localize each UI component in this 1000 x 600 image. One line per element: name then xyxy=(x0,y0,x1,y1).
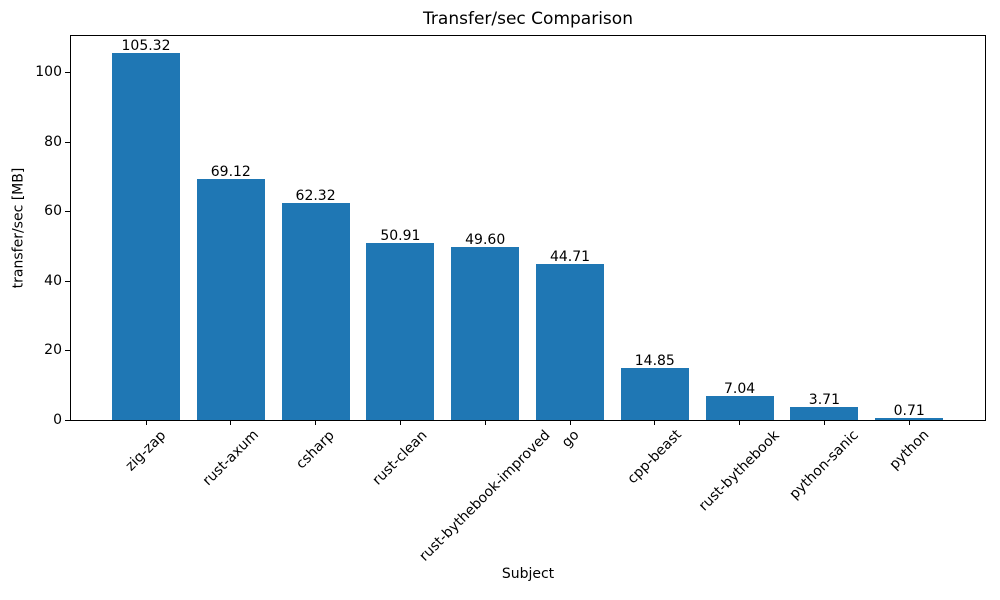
y-tick-label: 40 xyxy=(44,272,62,289)
x-tick-label: rust-bythebook xyxy=(696,427,783,515)
x-tick-mark xyxy=(823,421,825,425)
x-tick-label: python xyxy=(886,427,933,474)
bar-value-label: 49.60 xyxy=(465,232,506,249)
y-tick-mark xyxy=(65,72,70,73)
bar xyxy=(366,242,435,420)
x-tick-mark xyxy=(569,421,571,425)
y-tick-label: 20 xyxy=(44,342,62,359)
x-tick-mark xyxy=(908,421,910,425)
y-tick-mark xyxy=(65,350,70,352)
x-tick-mark xyxy=(484,421,486,425)
x-tick-mark xyxy=(739,421,741,425)
x-tick-label: go xyxy=(558,427,583,451)
bar xyxy=(705,395,774,420)
bar-value-label: 62.32 xyxy=(295,188,336,205)
bar-value-label: 0.71 xyxy=(893,402,925,419)
y-tick-mark xyxy=(65,280,70,282)
bar xyxy=(875,417,944,420)
x-tick-mark xyxy=(230,421,232,425)
bar-value-label: 7.04 xyxy=(724,380,756,397)
y-tick-mark xyxy=(65,141,70,143)
x-tick-label: csharp xyxy=(293,427,338,472)
y-tick-label: 0 xyxy=(53,412,62,428)
bar-value-label: 105.32 xyxy=(121,38,171,55)
y-tick-label: 100 xyxy=(35,64,62,80)
x-axis-label: Subject xyxy=(501,566,555,582)
bar-value-label: 3.71 xyxy=(808,392,840,409)
bar-value-label: 50.91 xyxy=(380,227,421,244)
x-tick-label: rust-clean xyxy=(369,427,431,489)
chart-title: Transfer/sec Comparison xyxy=(423,9,633,29)
y-tick-label: 80 xyxy=(44,133,62,150)
bar xyxy=(620,368,689,420)
y-axis-label: transfer/sec [MB] xyxy=(10,167,27,289)
bar xyxy=(790,407,859,420)
x-tick-label: zig-zap xyxy=(122,427,170,474)
y-tick-label: 60 xyxy=(44,203,62,220)
bar xyxy=(451,247,520,420)
bar xyxy=(281,203,350,420)
bar xyxy=(196,179,265,420)
x-tick-mark xyxy=(654,421,656,425)
x-tick-label: rust-axum xyxy=(199,427,262,490)
x-tick-mark xyxy=(145,421,147,425)
bar xyxy=(112,53,180,420)
bar-value-label: 69.12 xyxy=(210,164,251,181)
bar-value-label: 44.71 xyxy=(549,249,591,266)
x-tick-label: python-sanic xyxy=(786,427,863,503)
y-tick-mark xyxy=(65,211,70,213)
x-tick-mark xyxy=(399,421,401,425)
y-tick-mark xyxy=(65,420,70,421)
x-tick-mark xyxy=(315,421,317,425)
x-tick-label: cpp-beast xyxy=(624,427,686,488)
bar-value-label: 14.85 xyxy=(634,353,675,370)
bar xyxy=(536,264,604,420)
x-tick-label: rust-bythebook-improved xyxy=(416,427,554,565)
